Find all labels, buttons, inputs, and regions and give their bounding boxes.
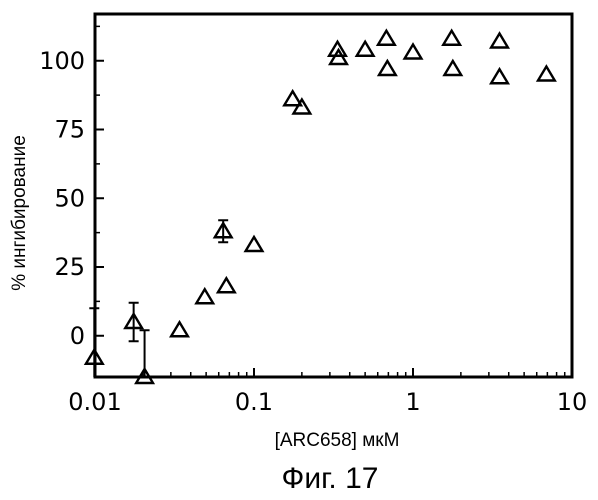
x-tick-label: 0.1 [235,388,273,416]
data-point [443,31,460,45]
data-point [246,237,263,251]
data-point [491,34,508,48]
chart-marks [86,31,555,383]
data-point [293,100,310,114]
data-point [218,278,235,292]
x-tick-label: 10 [557,388,588,416]
x-axis-label: [ARC658] мкМ [275,430,400,451]
data-point [491,69,508,83]
data-point [444,61,461,75]
data-point [171,322,188,336]
x-tick-label: 1 [405,388,420,416]
data-point [379,61,396,75]
chart-axes [95,14,572,377]
y-tick-label: 0 [70,322,85,350]
x-tick-label: 0.01 [68,388,121,416]
y-axis-label: % ингибирование [9,135,30,291]
data-point [357,42,374,56]
plot-frame [95,14,572,377]
data-point [405,45,422,59]
y-tick-label: 100 [39,47,85,75]
y-tick-label: 25 [54,253,85,281]
y-tick-label: 75 [54,116,85,144]
y-tick-label: 50 [54,184,85,212]
data-point [538,67,555,81]
chart-ticks: 0.010.11100255075100 [39,26,587,416]
figure-caption: Фиг. 17 [282,462,379,495]
data-point [196,289,213,303]
data-point [378,31,395,45]
